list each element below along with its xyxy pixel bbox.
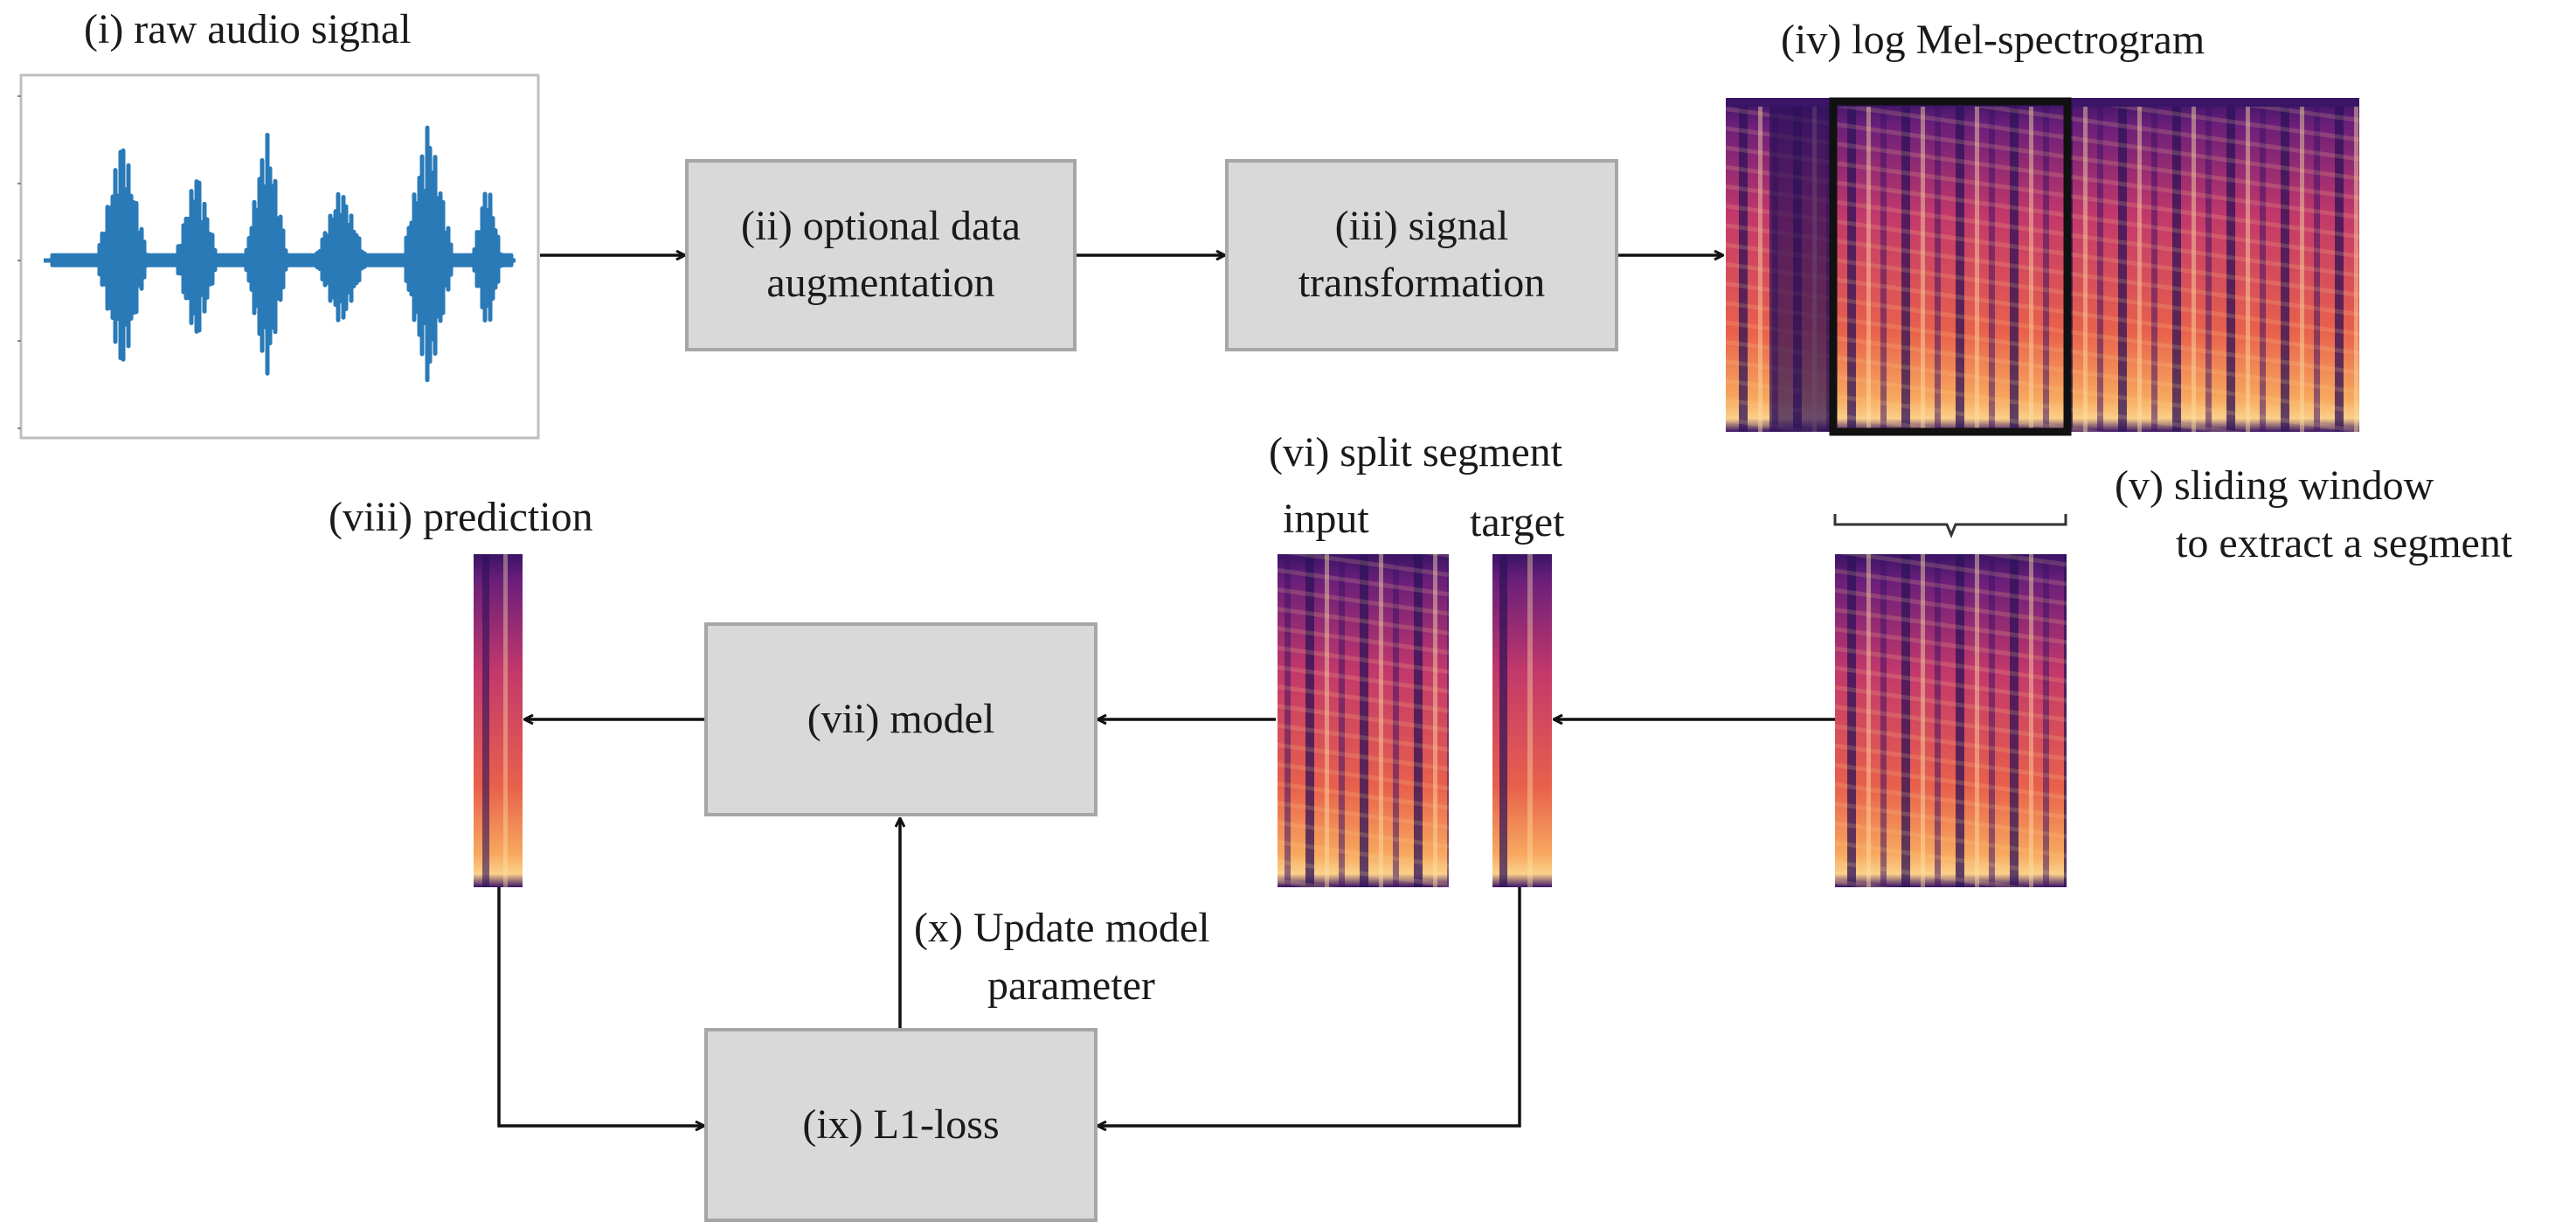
target-segment [1492, 554, 1552, 887]
augmentation-line2: augmentation [766, 260, 995, 306]
target-label: target [1470, 499, 1565, 545]
sliding-window-label: (v) sliding window [2115, 462, 2434, 509]
model-box: (vii) model [704, 622, 1098, 816]
sliding-window-frame [1829, 97, 2072, 436]
extract-segment-label: to extract a segment [2176, 520, 2513, 566]
prediction-segment [474, 554, 523, 887]
log-mel-label: (iv) log Mel-spectrogram [1781, 17, 2206, 63]
transformation-box: (iii) signal transformation [1225, 159, 1618, 351]
log-mel-spectrogram [1726, 98, 2359, 432]
prediction-label: (viii) prediction [329, 494, 593, 540]
transformation-line1: (iii) signal [1334, 203, 1509, 250]
input-label: input [1283, 496, 1369, 542]
parameter-label: parameter [987, 962, 1155, 1009]
waveform [50, 125, 514, 383]
raw-audio-label: (i) raw audio signal [84, 6, 412, 52]
loss-box: (ix) L1-loss [704, 1028, 1098, 1222]
augmentation-box: (ii) optional data augmentation [685, 159, 1077, 351]
arrow-target-to-loss [1098, 887, 1521, 1126]
input-segment [1278, 554, 1449, 887]
raw-audio-panel [17, 73, 540, 440]
split-segment-label: (vi) split segment [1269, 429, 1562, 476]
extracted-segment [1835, 554, 2067, 887]
arrow-prediction-to-loss [497, 887, 704, 1126]
window-brace [1833, 514, 2067, 538]
augmentation-line1: (ii) optional data [741, 203, 1021, 250]
model-label: (vii) model [807, 695, 995, 742]
loss-label: (ix) L1-loss [802, 1101, 1000, 1148]
transformation-line2: transformation [1298, 260, 1546, 306]
update-model-label: (x) Update model [914, 905, 1210, 951]
